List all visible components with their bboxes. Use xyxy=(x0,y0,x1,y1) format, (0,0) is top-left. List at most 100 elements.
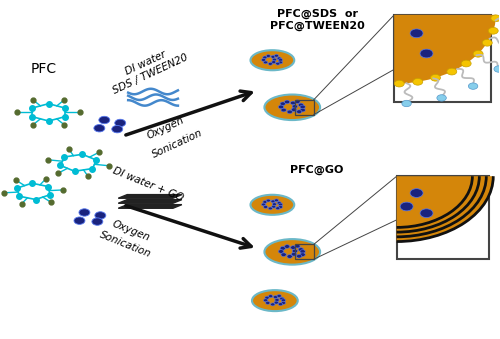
Bar xyxy=(394,15,491,102)
Circle shape xyxy=(278,61,282,64)
Circle shape xyxy=(264,61,268,64)
Circle shape xyxy=(281,253,286,256)
Circle shape xyxy=(277,201,281,204)
Circle shape xyxy=(272,58,276,61)
Circle shape xyxy=(300,108,306,112)
Circle shape xyxy=(278,105,283,109)
Circle shape xyxy=(281,108,286,112)
Circle shape xyxy=(292,105,298,108)
Circle shape xyxy=(274,54,278,57)
Circle shape xyxy=(413,78,423,85)
Circle shape xyxy=(287,255,292,258)
Circle shape xyxy=(284,100,290,104)
Circle shape xyxy=(280,246,285,250)
Wedge shape xyxy=(394,15,496,84)
Circle shape xyxy=(262,59,266,61)
Circle shape xyxy=(402,100,411,107)
Circle shape xyxy=(264,299,268,302)
Circle shape xyxy=(410,189,423,197)
Circle shape xyxy=(94,124,105,132)
Circle shape xyxy=(281,299,285,302)
Ellipse shape xyxy=(264,239,320,265)
Bar xyxy=(295,244,314,259)
Circle shape xyxy=(275,299,279,301)
Circle shape xyxy=(271,200,275,203)
Polygon shape xyxy=(118,195,182,198)
Circle shape xyxy=(300,253,306,256)
Circle shape xyxy=(278,250,283,253)
Circle shape xyxy=(263,201,267,203)
Circle shape xyxy=(277,57,281,60)
Circle shape xyxy=(287,110,292,114)
Circle shape xyxy=(298,103,304,107)
Circle shape xyxy=(277,295,281,297)
Circle shape xyxy=(278,303,282,306)
Wedge shape xyxy=(396,176,494,241)
Circle shape xyxy=(266,301,270,304)
Text: Oxygen: Oxygen xyxy=(146,116,186,141)
Circle shape xyxy=(268,62,272,65)
Bar xyxy=(396,176,488,259)
Circle shape xyxy=(473,51,483,57)
Circle shape xyxy=(266,55,270,57)
Circle shape xyxy=(410,29,423,38)
Text: PFC@SDS  or
PFC@TWEEN20: PFC@SDS or PFC@TWEEN20 xyxy=(270,9,364,31)
Circle shape xyxy=(265,296,269,299)
Text: DI water
SDS / TWEEN20: DI water SDS / TWEEN20 xyxy=(106,42,190,96)
Ellipse shape xyxy=(250,50,294,70)
Circle shape xyxy=(468,83,478,89)
Circle shape xyxy=(115,119,126,127)
Circle shape xyxy=(272,205,276,208)
Circle shape xyxy=(278,205,282,208)
Circle shape xyxy=(292,108,296,112)
Circle shape xyxy=(295,100,300,103)
Ellipse shape xyxy=(264,95,320,120)
Circle shape xyxy=(274,199,278,202)
Polygon shape xyxy=(118,205,182,208)
Circle shape xyxy=(276,207,280,210)
Circle shape xyxy=(437,95,446,101)
Circle shape xyxy=(266,199,270,202)
Circle shape xyxy=(95,212,106,219)
Circle shape xyxy=(274,301,278,304)
Circle shape xyxy=(284,245,290,248)
Circle shape xyxy=(296,255,302,258)
Circle shape xyxy=(430,74,440,81)
Circle shape xyxy=(276,62,280,65)
Circle shape xyxy=(296,110,302,114)
Circle shape xyxy=(281,301,285,304)
Circle shape xyxy=(290,246,296,249)
Circle shape xyxy=(300,105,306,109)
Text: PFC: PFC xyxy=(30,62,56,76)
Text: Sonication: Sonication xyxy=(150,127,204,159)
Circle shape xyxy=(494,66,500,72)
Circle shape xyxy=(298,248,304,251)
Circle shape xyxy=(268,207,272,210)
Circle shape xyxy=(292,249,298,253)
Circle shape xyxy=(264,205,268,208)
Ellipse shape xyxy=(252,290,298,311)
Ellipse shape xyxy=(250,195,294,215)
Circle shape xyxy=(262,203,266,206)
Circle shape xyxy=(92,218,103,225)
Circle shape xyxy=(447,68,457,75)
Circle shape xyxy=(278,203,282,206)
Circle shape xyxy=(300,250,306,253)
Circle shape xyxy=(280,297,284,300)
Circle shape xyxy=(491,15,500,22)
Circle shape xyxy=(394,80,404,87)
Circle shape xyxy=(295,244,300,248)
Circle shape xyxy=(292,253,296,256)
Circle shape xyxy=(268,295,273,298)
Circle shape xyxy=(272,61,276,63)
Circle shape xyxy=(280,102,285,105)
Circle shape xyxy=(272,203,276,205)
Circle shape xyxy=(278,59,282,61)
Text: DI water + GO: DI water + GO xyxy=(112,166,185,203)
Circle shape xyxy=(79,209,90,216)
Circle shape xyxy=(263,56,267,59)
Circle shape xyxy=(74,217,85,224)
Text: Oxygen: Oxygen xyxy=(111,219,152,243)
Circle shape xyxy=(112,125,122,133)
Text: Sonication: Sonication xyxy=(98,229,152,259)
